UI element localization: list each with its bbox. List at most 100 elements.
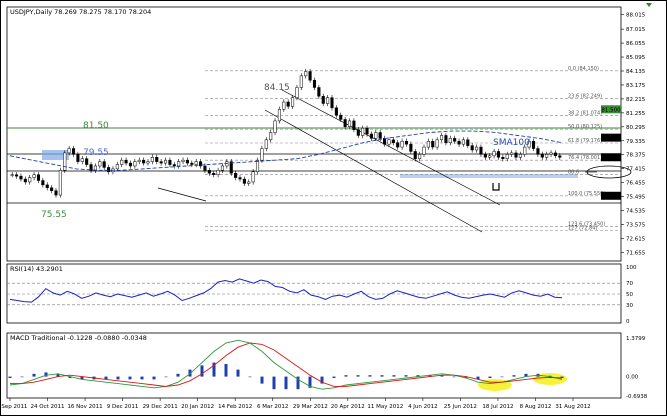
macd-histogram-bar [320, 376, 324, 384]
candle-body [155, 157, 159, 162]
macd-histogram-bar [212, 362, 216, 377]
macd-axis-label: -0.6938 [626, 394, 648, 400]
candle-body [299, 75, 303, 88]
candle-body [177, 161, 181, 167]
candle-body [404, 141, 409, 145]
macd-histogram-bar [428, 375, 432, 377]
candle-body [457, 141, 461, 145]
date-axis-label: 11 May 2012 [367, 404, 403, 410]
candle-body [50, 187, 54, 191]
sma100-line [9, 130, 563, 171]
macd-histogram-bar [440, 375, 444, 377]
annotation-low: 75.55 [41, 210, 67, 220]
date-axis-label: 29 Dec 2011 [143, 404, 178, 410]
candle-body [505, 154, 509, 159]
macd-axis: 1.3799 0.00 -0.6938 [626, 336, 648, 400]
candle-body [479, 146, 483, 155]
price-panel [6, 6, 622, 262]
candle-body [431, 141, 435, 148]
channel-upper-line [281, 89, 501, 206]
support-band [400, 174, 578, 178]
price-label-box [601, 133, 621, 142]
macd-histogram-bar [416, 375, 420, 377]
candle-body [89, 164, 93, 171]
price-axis-label: 84.135 [626, 69, 646, 75]
macd-histogram-bar [200, 365, 204, 377]
candle-body [41, 180, 45, 186]
macd-histogram-bar [308, 376, 312, 388]
candle-body [461, 139, 465, 145]
price-axis-label: 73.575 [626, 222, 646, 228]
candle-body [264, 139, 268, 149]
macd-histogram-bar [20, 376, 24, 378]
rsi-line [9, 278, 563, 303]
candle-body [282, 101, 286, 110]
macd-histogram-bar [464, 376, 468, 378]
macd-histogram-bar [164, 376, 168, 378]
price-axis-label: 74.535 [626, 209, 646, 215]
candle-body [28, 177, 32, 183]
candle-body [238, 177, 242, 180]
candle-body [400, 141, 404, 148]
candle-body [107, 167, 111, 173]
candle-body [308, 71, 312, 81]
macd-histogram-bar [524, 373, 528, 377]
macd-histogram-bar [512, 375, 516, 377]
price-axis-label: 85.095 [626, 55, 646, 61]
rsi-axis-label: 70 [626, 281, 633, 287]
macd-histogram-bar [296, 376, 300, 390]
date-axis-label: 6 Mar 2012 [257, 404, 288, 410]
candle-body [361, 127, 365, 136]
candle-body [501, 157, 505, 159]
candle-body [317, 87, 321, 97]
candle-body [391, 139, 395, 143]
price-label-text: 81.500 [601, 107, 621, 113]
rsi-axis-label: 100 [626, 265, 637, 271]
candle-body [545, 154, 549, 158]
candle-body [383, 138, 387, 145]
candle-body [496, 151, 501, 158]
candle-body [326, 97, 330, 104]
macd-histogram-bar [44, 372, 48, 377]
macd-histogram-bar [152, 376, 156, 380]
macd-signal-line [10, 342, 563, 387]
candle-body [409, 143, 413, 152]
candle-body [304, 71, 308, 77]
candle-body [277, 109, 281, 122]
candle-body [251, 171, 255, 183]
candle-body [212, 172, 216, 175]
candle-body [334, 107, 338, 116]
price-axis-label: 71.655 [626, 250, 646, 256]
rsi-axis: 100 70 50 30 0 [626, 265, 637, 325]
candle-body [273, 120, 277, 133]
candle-body [378, 132, 382, 139]
candle-body [133, 161, 137, 167]
candle-body [54, 190, 58, 196]
candle-body [466, 139, 470, 146]
macd-histogram-bar [452, 376, 456, 378]
candle-body [523, 146, 527, 155]
price-axis-label: 83.175 [626, 83, 646, 89]
price-label-box [601, 105, 621, 114]
candle-body [343, 119, 347, 127]
macd-histogram-bar [80, 376, 84, 380]
rsi-levels [7, 282, 621, 306]
candle-body [540, 154, 544, 158]
candle-body [216, 170, 220, 175]
macd-header: MACD Traditional -0.1228 -0.0880 -0.0348 [10, 334, 147, 342]
candle-body [558, 155, 562, 158]
candle-body [207, 170, 211, 174]
candle-body [527, 141, 531, 148]
price-axis-label: 79.335 [626, 139, 646, 145]
macd-histogram-bar [176, 373, 180, 377]
candle-body [128, 162, 133, 167]
price-axis-label: 88.015 [626, 13, 646, 19]
candle-body [146, 161, 150, 164]
candle-body [220, 165, 225, 171]
candle-body [514, 152, 518, 158]
price-axis-label: 75.495 [626, 195, 646, 201]
candle-body [159, 161, 163, 164]
candle-body [291, 97, 295, 107]
price-level-labels: 81.500 79.551 78.204 75.550 [601, 105, 621, 200]
